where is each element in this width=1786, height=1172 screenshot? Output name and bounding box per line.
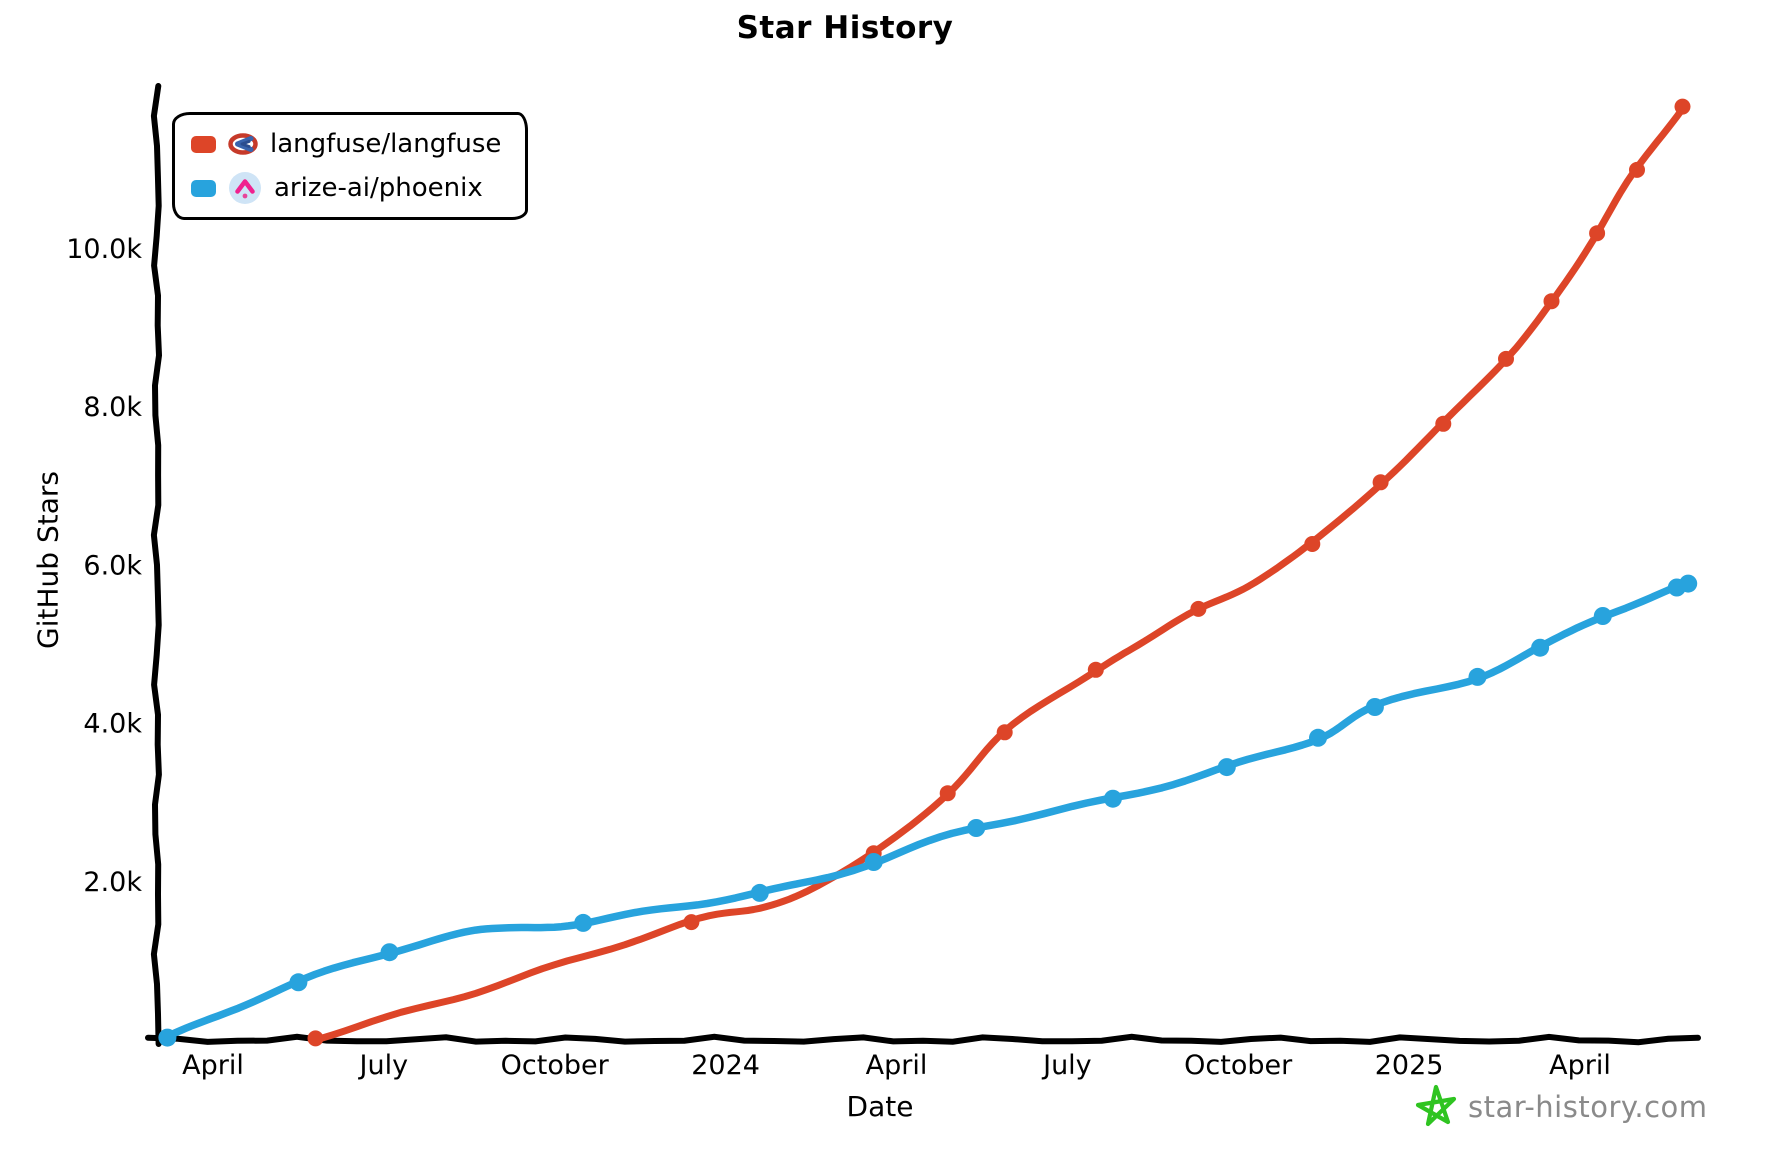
phoenix-point: [1365, 698, 1384, 716]
phoenix-point: [1468, 667, 1487, 686]
x-axis-title: Date: [846, 1090, 914, 1123]
phoenix-point: [1103, 789, 1122, 808]
langfuse-point: [307, 1030, 324, 1047]
y-tick-label: 8.0k: [83, 392, 142, 423]
langfuse-point: [939, 785, 956, 802]
phoenix-point: [967, 819, 986, 837]
phoenix-point: [750, 883, 769, 902]
phoenix-point: [158, 1028, 177, 1047]
langfuse-point: [683, 914, 700, 931]
langfuse-point: [1498, 350, 1514, 367]
y-tick-label: 2.0k: [83, 867, 142, 898]
phoenix-point: [380, 943, 399, 962]
langfuse-point: [1190, 600, 1207, 617]
y-axis-title: GitHub Stars: [31, 471, 65, 649]
x-tick-label: April: [182, 1050, 244, 1081]
phoenix-point: [1217, 758, 1236, 777]
legend-item-langfuse: langfuse/langfuse: [191, 126, 501, 162]
watermark: star-history.com: [1414, 1084, 1708, 1130]
langfuse-point: [1372, 474, 1389, 491]
langfuse-point: [996, 724, 1013, 741]
langfuse-point: [1589, 225, 1606, 242]
phoenix-point: [1531, 638, 1550, 657]
phoenix-point: [574, 913, 593, 932]
legend-swatch-phoenix: [191, 179, 216, 197]
watermark-text: star-history.com: [1468, 1090, 1708, 1124]
x-axis-line: [145, 1033, 1701, 1046]
langfuse-point: [1087, 661, 1104, 678]
legend-label-langfuse: langfuse/langfuse: [270, 129, 502, 159]
langfuse-point: [1304, 536, 1321, 552]
phoenix-point: [864, 853, 883, 871]
x-tick-label: 2024: [691, 1050, 760, 1081]
x-tick-label: July: [358, 1050, 409, 1081]
y-tick-label: 10.0k: [66, 234, 142, 265]
langfuse-point: [1629, 161, 1645, 178]
langfuse-point: [1674, 98, 1691, 115]
legend-label-phoenix: arize-ai/phoenix: [274, 173, 483, 203]
x-tick-label: April: [866, 1050, 928, 1081]
phoenix-point: [289, 973, 308, 992]
x-tick-label: October: [1184, 1050, 1293, 1081]
langfuse-point: [1435, 415, 1452, 432]
phoenix-point: [1309, 728, 1327, 747]
legend-box: langfuse/langfuse arize-ai/phoenix: [172, 112, 529, 220]
legend-item-phoenix: arize-ai/phoenix: [191, 170, 501, 206]
phoenix-point: [1679, 574, 1698, 593]
langfuse-line: [311, 104, 1687, 1044]
y-tick-label: 4.0k: [83, 709, 142, 740]
langfuse-point: [1543, 293, 1560, 310]
star-history-star-icon: [1415, 1084, 1457, 1127]
x-tick-label: 2025: [1375, 1050, 1444, 1081]
x-tick-label: April: [1549, 1050, 1611, 1081]
x-tick-label: July: [1041, 1050, 1092, 1081]
phoenix-logo-icon: [229, 172, 261, 204]
y-axis-line: [150, 83, 163, 1047]
langfuse-logo-icon: [228, 133, 258, 155]
y-tick-label: 6.0k: [83, 550, 142, 581]
phoenix-point: [1593, 607, 1612, 625]
legend-swatch-langfuse: [191, 135, 216, 153]
chart-title: Star History: [736, 10, 954, 46]
x-tick-label: October: [501, 1050, 610, 1081]
